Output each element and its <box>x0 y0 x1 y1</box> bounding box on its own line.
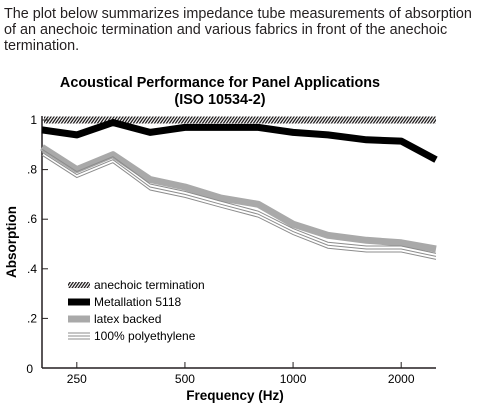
metallation-5118-line <box>41 119 438 163</box>
legend-item-latex-backed: latex backed <box>68 312 161 326</box>
x-axis-label: Frequency (Hz) <box>186 388 284 403</box>
anechoic-termination-line <box>44 116 436 124</box>
x-tick-label: 2000 <box>388 372 415 386</box>
legend-item-100-polyethylene: 100% polyethylene <box>68 329 196 343</box>
x-tick-label: 250 <box>67 372 87 386</box>
y-tick-label: 1 <box>30 113 37 127</box>
y-tick-label: .2 <box>27 311 37 325</box>
intro-text: The plot below summarizes impedance tube… <box>4 6 472 55</box>
legend-label: 100% polyethylene <box>94 329 196 343</box>
100-polyethylene-line-strand-3 <box>41 154 437 260</box>
legend-label: latex backed <box>94 312 161 326</box>
legend-label: Metallation 5118 <box>94 295 181 309</box>
y-axis-label: Absorption <box>4 206 19 278</box>
x-tick-label: 500 <box>175 372 195 386</box>
x-tick-label: 1000 <box>280 372 307 386</box>
100-polyethylene-line-strand-2 <box>41 151 437 257</box>
chart-subtitle: (ISO 10534-2) <box>174 92 265 108</box>
axes: 250 500 1000 2000 0 .2 .4 .6 .8 1 <box>26 113 436 386</box>
y-tick-label: 0 <box>26 362 33 376</box>
y-tick-label: .6 <box>27 212 37 226</box>
chart-title: Acoustical Performance for Panel Applica… <box>60 75 380 91</box>
y-tick-label: .4 <box>27 262 37 276</box>
100-polyethylene-line <box>41 148 437 260</box>
series-layer <box>40 116 438 260</box>
legend-swatch <box>68 332 90 340</box>
latex-backed-line <box>40 144 437 253</box>
legend: anechoic termination Metallation 5118 late… <box>68 278 205 343</box>
legend-item-metallation-5118: Metallation 5118 <box>68 295 181 309</box>
legend-swatch <box>68 282 90 288</box>
y-tick-label: .8 <box>27 163 37 177</box>
legend-item-anechoic-termination: anechoic termination <box>68 278 205 292</box>
100-polyethylene-line-strand-1 <box>41 148 437 254</box>
legend-label: anechoic termination <box>94 278 205 292</box>
